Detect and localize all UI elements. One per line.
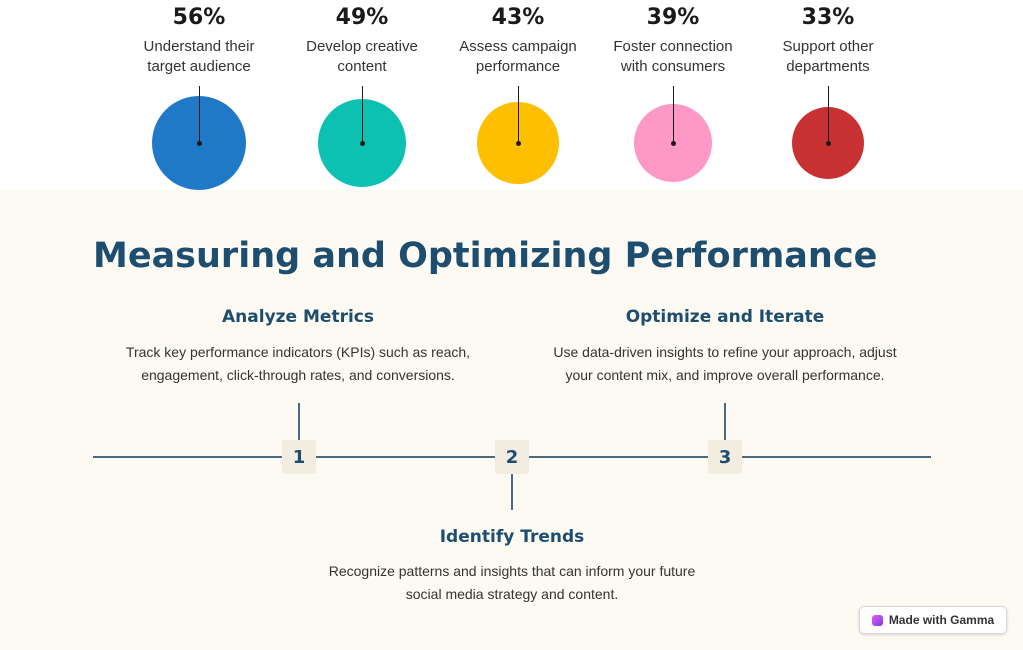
stat-label: Assess campaign performance [428,37,608,77]
step-description-line: Track key performance indicators (KPIs) … [125,344,471,360]
stat-pointer-line [827,86,829,143]
step-title: Identify Trends [439,527,585,547]
stat-pointer-dot [359,140,365,146]
step-description-line: Recognize patterns and insights that can… [328,563,696,579]
stat-pointer-line [517,86,519,143]
stat-label: Develop creative content [272,37,452,77]
step-number-badge: 1 [282,440,316,474]
step-description: Track key performance indicators (KPIs) … [98,341,498,387]
step-description: Use data-driven insights to refine your … [515,341,935,387]
step-description: Recognize patterns and insights that can… [292,560,732,606]
stat-label-line: Assess campaign [459,38,577,55]
step-title: Analyze Metrics [222,307,374,327]
step-description-line: engagement, click-through rates, and con… [141,367,455,383]
stat-pointer-dot [196,140,202,146]
stat-pointer-line [198,86,200,143]
gamma-logo-icon [871,614,883,626]
stat-label-line: target audience [147,58,251,75]
stat-pointer-dot [670,140,676,146]
stat-label: Foster connection with consumers [583,37,763,77]
stat-label-line: Understand their [143,38,255,55]
stat-pointer-dot [825,140,831,146]
timeline-connector [511,474,513,510]
stat-item: 43% Assess campaign performance [428,0,608,190]
stat-label: Understand their target audience [109,37,289,77]
step-number-badge: 2 [495,440,529,474]
stat-label-line: performance [475,58,561,75]
stat-item: 49% Develop creative content [272,0,452,190]
stat-label: Support other departments [738,37,918,77]
timeline-connector [724,403,726,440]
step-description-line: Use data-driven insights to refine your … [553,344,897,360]
step-description-line: your content mix, and improve overall pe… [565,367,885,383]
stat-label-line: Support other [782,38,874,55]
stat-percent: 33% [801,5,855,30]
stat-percent: 39% [646,5,700,30]
stat-label-line: Develop creative [306,38,418,55]
step-number-badge: 3 [708,440,742,474]
stat-item: 39% Foster connection with consumers [583,0,763,190]
stat-pointer-line [672,86,674,143]
timeline-connector [298,403,300,440]
stat-percent: 43% [491,5,545,30]
stat-pointer-dot [515,140,521,146]
stat-percent: 49% [335,5,389,30]
stat-label-line: Foster connection [613,38,733,55]
stat-pointer-line [361,86,363,143]
stat-label-line: content [337,58,387,75]
page-title: Measuring and Optimizing Performance [93,236,878,276]
stat-item: 33% Support other departments [738,0,918,190]
stat-item: 56% Understand their target audience [109,0,289,190]
stat-percent: 56% [172,5,226,30]
made-with-gamma-button[interactable]: Made with Gamma [859,606,1007,634]
stat-label-line: with consumers [620,58,726,75]
made-with-gamma-label: Made with Gamma [888,613,995,627]
stats-infographic: 56% Understand their target audience 49%… [0,0,1023,190]
step-description-line: social media strategy and content. [405,586,619,602]
step-title: Optimize and Iterate [625,307,825,327]
stat-label-line: departments [786,58,870,75]
